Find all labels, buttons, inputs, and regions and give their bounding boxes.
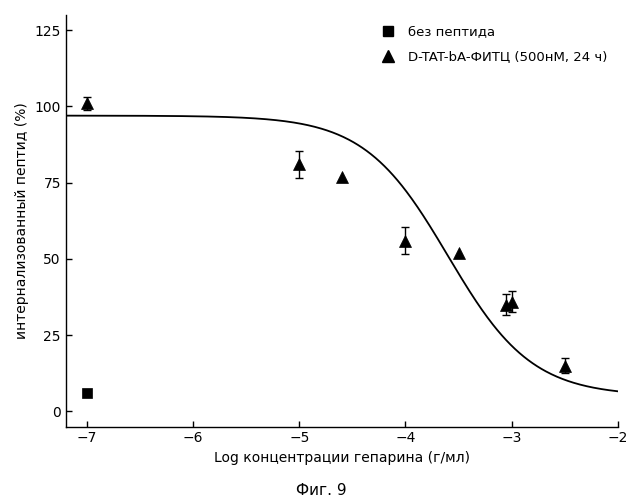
Legend: без пептида, D-TAT-bA-ФИТЦ (500нМ, 24 ч): без пептида, D-TAT-bA-ФИТЦ (500нМ, 24 ч) [371, 22, 611, 68]
Text: Фиг. 9: Фиг. 9 [296, 483, 347, 498]
Y-axis label: интернализованный пептид (%): интернализованный пептид (%) [15, 102, 29, 339]
X-axis label: Log концентрации гепарина (г/мл): Log концентрации гепарина (г/мл) [214, 451, 470, 465]
